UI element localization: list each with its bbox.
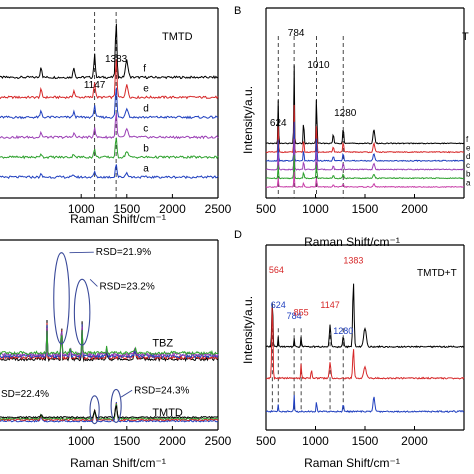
panel-b-x-tick-label: 1500 <box>352 202 379 216</box>
panel-c-x-tick-label: 2500 <box>205 434 232 448</box>
panel-d-x-tick-label: 500 <box>256 434 276 448</box>
panel-a-x-tick-label: 1000 <box>68 202 95 216</box>
panel-c-leader-line <box>89 278 98 287</box>
panel-b-x-tick-label: 2000 <box>401 202 428 216</box>
panel-b-series-label: a <box>466 178 471 187</box>
panel-a-series-d <box>0 87 219 120</box>
panel-c-tbz-series <box>0 326 219 358</box>
panel-b-inset-title: T <box>462 31 469 43</box>
panel-d-series-mix <box>265 283 465 349</box>
panel-a-series-label: e <box>143 84 149 95</box>
panel-d-series-tmtd <box>266 307 465 381</box>
panel-d-peak-label: 855 <box>294 307 309 317</box>
panel-c-x-tick-label: 2000 <box>159 434 186 448</box>
panel-a-inset-title: TMTD <box>162 31 193 43</box>
panel-c-rsd-label: RSD=23.2% <box>99 281 154 292</box>
panel-b-series-c <box>265 138 465 171</box>
panel-c-ellipse <box>73 278 91 346</box>
panel-d-peak-label: 1147 <box>320 300 339 310</box>
panel-d-x-tick-label: 2000 <box>401 434 428 448</box>
panel-d-x-tick-label: 1000 <box>302 434 329 448</box>
panel-b-series-label: b <box>466 170 471 179</box>
panel-c-x-tick-label: 1000 <box>68 434 95 448</box>
panel-b-series-label: d <box>466 152 470 161</box>
panel-d-inset-title: TMTD+T <box>417 268 457 279</box>
panel-c-leader-line <box>120 389 133 398</box>
panel-a-series-label: b <box>143 143 149 154</box>
panel-c-tmtd-series <box>0 401 218 423</box>
panel-b-peak-label: 784 <box>288 28 305 39</box>
panel-d-peak-label: 784 <box>287 311 302 321</box>
panel-a-series-b <box>0 137 219 160</box>
panel-a-series-label: d <box>143 104 149 115</box>
panel-b-series-d <box>265 121 464 162</box>
panel-a-peak-label: 1383 <box>105 54 128 65</box>
panel-a-series-label: c <box>143 124 148 135</box>
panel-d-x-tick-label: 1500 <box>352 434 379 448</box>
panel-c-tmtd-series <box>0 403 219 421</box>
panel-a-x-tick-label: 2500 <box>205 202 232 216</box>
panel-d-peak-label: 1280 <box>333 326 353 336</box>
panel-c-x-tick-label: 1500 <box>113 434 140 448</box>
panel-a-series-a <box>0 164 219 180</box>
panel-a-series-label: f <box>143 64 146 75</box>
panel-b-xlabel: Raman Shift/cm⁻¹ <box>304 235 400 249</box>
panel-b-series-label: e <box>466 144 471 153</box>
panel-d-peak-label: 564 <box>269 265 284 275</box>
panel-a-x-tick-label: 2000 <box>159 202 186 216</box>
panel-c-group-label: TBZ <box>152 337 173 349</box>
panel-b-x-tick-label: 500 <box>256 202 276 216</box>
panel-b-peak-label: 1010 <box>307 60 330 71</box>
panel-c-ellipse <box>89 395 100 425</box>
panel-c-rsd-label: RSD=21.9% <box>96 247 151 258</box>
panel-d-peak-label: 624 <box>271 300 286 310</box>
panel-c-ellipse <box>110 388 122 423</box>
panel-c-tbz-series <box>0 329 219 356</box>
panel-a-series-e <box>0 59 219 100</box>
panel-c-group-label: TMTD <box>152 407 183 419</box>
panel-b-series-a <box>265 171 465 189</box>
panel-c-ellipse <box>53 252 70 345</box>
panel-b-peak-label: 624 <box>270 118 287 129</box>
panel-d-letter: D <box>234 229 242 241</box>
panel-b-series-label: c <box>466 161 470 170</box>
panel-c-tmtd-series <box>0 405 219 419</box>
panel-d-ylabel: Intensity/a.u. <box>241 296 255 364</box>
panel-a-peak-label: 1147 <box>84 80 106 91</box>
panel-a-series-label: a <box>143 163 149 174</box>
panel-c-xlabel: Raman Shift/cm⁻¹ <box>70 456 166 470</box>
panel-c-rsd-label: RSD=24.3% <box>134 385 189 396</box>
panel-b-series-e <box>265 104 465 154</box>
panel-b-peak-label: 1280 <box>334 108 357 119</box>
panel-d-peak-label: 1383 <box>343 256 363 266</box>
panel-b-x-tick-label: 1000 <box>302 202 329 216</box>
panel-b-series-b <box>266 154 465 180</box>
panel-a-series-f <box>0 23 219 80</box>
panel-b-ylabel: Intensity/a.u. <box>241 86 255 154</box>
panel-a-xlabel: Raman Shift/cm⁻¹ <box>70 212 166 226</box>
panel-c-tbz-series <box>0 324 219 360</box>
panel-b-series-label: f <box>466 135 469 144</box>
panel-b-series-f <box>265 65 465 145</box>
panel-a-x-tick-label: 1500 <box>113 202 140 216</box>
panel-d-series-tbz <box>266 394 465 414</box>
panel-b-letter: B <box>234 5 241 17</box>
panel-d-xlabel: Raman Shift/cm⁻¹ <box>304 456 400 470</box>
panel-c: 1000 1500 2000 2500 RSD=21.9% RSD=23.2% SD=22… <box>0 239 232 470</box>
panel-c-rsd-label: SD=22.4% <box>1 389 49 400</box>
panel-a-series-c <box>0 113 219 140</box>
